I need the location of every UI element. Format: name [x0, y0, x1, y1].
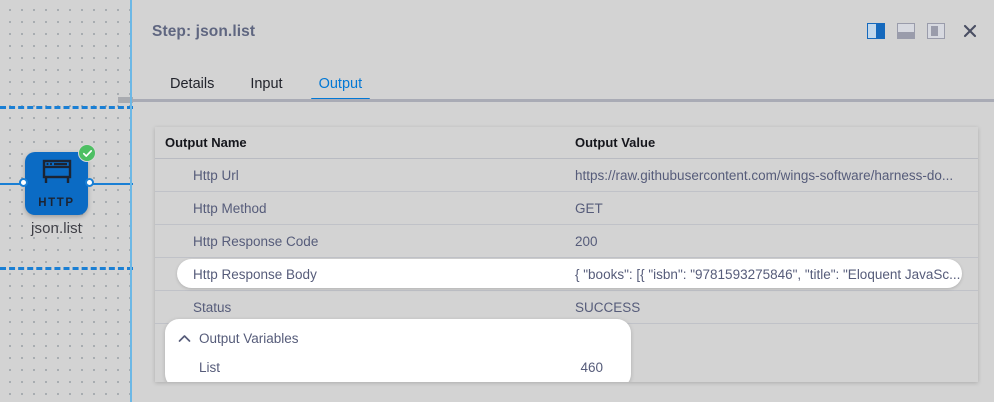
- column-header-output-value: Output Value: [575, 135, 656, 150]
- cell-output-value: https://raw.githubusercontent.com/wings-…: [575, 167, 954, 183]
- left-panel-layout-icon[interactable]: [927, 23, 945, 39]
- output-variable-row[interactable]: List 460: [165, 353, 631, 382]
- node-port-output[interactable]: [85, 178, 94, 187]
- connector-line-outgoing: [90, 183, 133, 185]
- table-header: Output Name Output Value: [155, 127, 978, 159]
- page-title: Step: json.list: [152, 23, 256, 40]
- table-row[interactable]: Http Method GET: [155, 192, 978, 225]
- table-row-highlighted[interactable]: Http Response Body { "books": [{ "isbn":…: [155, 258, 978, 291]
- cell-output-name: Http Response Body: [193, 266, 317, 282]
- step-details-panel: Step: json.list Details Input Output Out…: [133, 0, 994, 402]
- close-icon[interactable]: [961, 22, 979, 40]
- connector-line-incoming: [0, 183, 22, 185]
- canvas-scroll-marker: [118, 97, 133, 103]
- output-variables-toggle[interactable]: Output Variables: [165, 323, 631, 353]
- table-row[interactable]: Http Response Code 200: [155, 225, 978, 258]
- cell-output-value: GET: [575, 200, 603, 216]
- output-variable-key: List: [199, 360, 221, 375]
- panel-header: Step: json.list Details Input Output: [133, 0, 994, 101]
- cell-output-name: Http Method: [193, 200, 267, 216]
- cell-output-value: SUCCESS: [575, 299, 641, 315]
- cell-output-value: 200: [575, 233, 598, 249]
- workflow-canvas[interactable]: HTTP json.list: [0, 0, 133, 402]
- check-circle-icon: [78, 144, 96, 162]
- table-row[interactable]: Http Url https://raw.githubusercontent.c…: [155, 159, 978, 192]
- canvas-guide-line-bottom: [0, 267, 133, 270]
- column-header-output-name: Output Name: [165, 135, 247, 150]
- output-variables-card: Output Variables List 460: [165, 319, 631, 382]
- cell-output-name: Http Url: [193, 167, 239, 183]
- canvas-panel-divider: [130, 0, 132, 402]
- panel-tabs: Details Input Output: [152, 76, 380, 101]
- tab-details[interactable]: Details: [170, 76, 215, 92]
- right-panel-layout-icon[interactable]: [867, 23, 885, 39]
- cell-output-name: Status: [193, 299, 232, 315]
- tab-output[interactable]: Output: [301, 76, 381, 101]
- node-label: json.list: [31, 220, 82, 237]
- bottom-panel-layout-icon[interactable]: [897, 23, 915, 39]
- http-step-node[interactable]: HTTP: [25, 144, 96, 215]
- http-node-icon-text: HTTP: [38, 196, 75, 209]
- tab-input[interactable]: Input: [250, 76, 283, 92]
- node-port-input[interactable]: [19, 178, 28, 187]
- cell-output-name: Http Response Code: [193, 233, 319, 249]
- canvas-guide-line-top: [0, 106, 133, 109]
- window-controls: [867, 22, 979, 40]
- http-icon: [40, 159, 74, 196]
- output-content-card: Output Name Output Value Http Url https:…: [155, 127, 978, 382]
- chevron-up-icon: [175, 334, 193, 343]
- row-hover-highlight: [177, 259, 962, 288]
- tab-bar-underline: [133, 99, 994, 102]
- output-variables-title: Output Variables: [199, 330, 299, 346]
- output-variable-value: 460: [580, 360, 603, 375]
- cell-output-value: { "books": [{ "isbn": "9781593275846", "…: [575, 266, 961, 282]
